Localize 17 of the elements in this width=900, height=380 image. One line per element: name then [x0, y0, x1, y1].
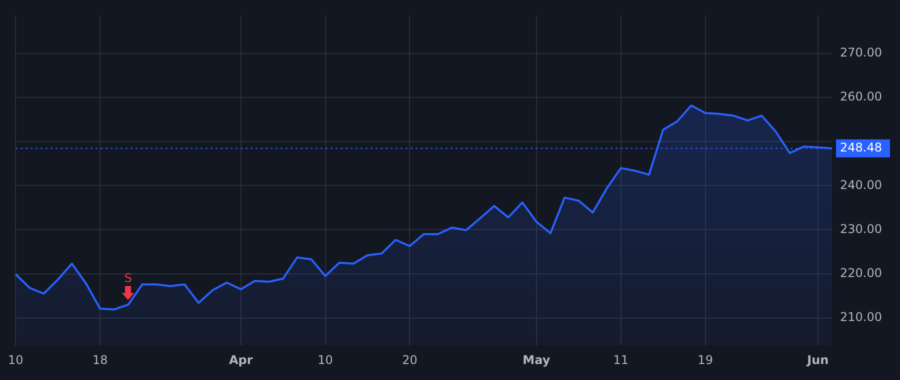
y-tick-label: 220.00 [840, 266, 882, 280]
x-tick-label: 20 [402, 352, 418, 367]
annotation: S [124, 270, 132, 285]
y-tick-label: 270.00 [840, 46, 882, 60]
y-tick-label: 260.00 [840, 90, 882, 104]
y-tick-label: 210.00 [840, 310, 882, 324]
x-tick-label: May [522, 352, 550, 367]
x-tick-label: 11 [613, 352, 629, 367]
ref-line-label: 248.48 [840, 140, 882, 154]
x-tick-label: Jun [806, 352, 829, 367]
y-tick-label: 240.00 [840, 178, 882, 192]
x-tick-label: Apr [228, 352, 253, 367]
x-tick-label: 10 [318, 352, 333, 367]
y-tick-label: 230.00 [840, 222, 882, 236]
x-tick-label: 19 [698, 352, 713, 367]
x-tick-label: 10 [8, 352, 24, 367]
x-tick-label: 18 [92, 352, 108, 367]
